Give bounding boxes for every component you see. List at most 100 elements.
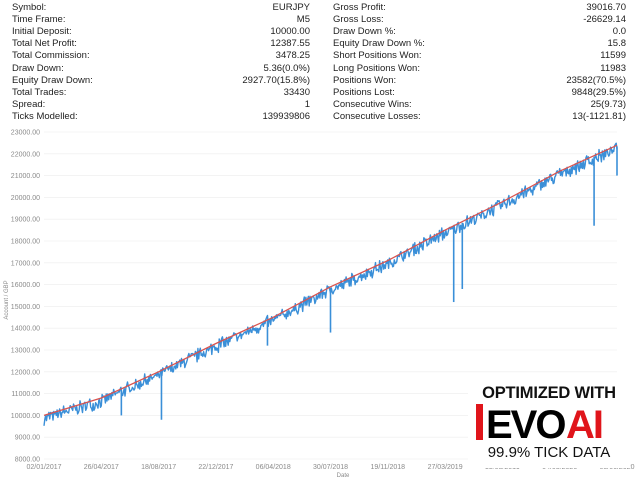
x-tick-label: 19/11/2018 <box>371 464 406 471</box>
stat-row: Initial Deposit: 10000.00 <box>12 26 310 37</box>
report-stats: Symbol: EURJPY Time Frame: M5 Initial Deposi… <box>0 0 640 122</box>
stat-row: Gross Loss: -26629.14 <box>333 14 626 25</box>
stat-row: Equity Draw Down %: 15.8 <box>333 38 626 49</box>
stat-label: Consecutive Losses: <box>333 110 421 122</box>
stat-row: Draw Down: 5.36(0.0%) <box>12 63 310 74</box>
stat-row: Spread: 1 <box>12 99 310 110</box>
x-tick-label: 06/04/2018 <box>256 464 291 471</box>
y-tick-label: 9000.00 <box>15 435 40 442</box>
stat-row: Total Trades: 33430 <box>12 87 310 98</box>
stat-value: 13(-1121.81) <box>572 110 626 122</box>
stat-label: Total Commission: <box>12 50 90 62</box>
y-tick-label: 11000.00 <box>11 391 40 398</box>
x-tick-label: 26/04/2017 <box>84 464 119 471</box>
stat-value: 9848(29.5%) <box>571 86 626 98</box>
stat-value: 1 <box>304 98 310 110</box>
y-axis-title: Account / GBP <box>4 280 10 319</box>
y-tick-label: 12000.00 <box>11 369 40 376</box>
stat-label: Long Positions Won: <box>333 62 420 74</box>
stat-row: Time Frame: M5 <box>12 14 310 25</box>
y-tick-label: 17000.00 <box>11 260 40 267</box>
y-tick-label: 21000.00 <box>11 173 40 180</box>
stat-label: Short Positions Won: <box>333 50 422 62</box>
stat-row: Total Net Profit: 12387.55 <box>12 38 310 49</box>
stat-value: 23582(70.5%) <box>566 74 626 86</box>
x-tick-label: 30/07/2018 <box>313 464 348 471</box>
stat-value: 10000.00 <box>270 26 310 38</box>
stat-value: 39016.70 <box>586 2 626 13</box>
stat-value: 11599 <box>600 50 626 62</box>
badge-tick-data-text: 99.9% TICK DATA <box>487 444 611 461</box>
stat-row: Short Positions Won: 11599 <box>333 50 626 61</box>
y-tick-label: 20000.00 <box>11 195 40 202</box>
logo-ai-text: AI <box>566 403 602 440</box>
stat-label: Total Net Profit: <box>12 38 77 50</box>
stat-label: Total Trades: <box>12 86 67 98</box>
stat-row: Long Positions Won: 11983 <box>333 63 626 74</box>
stat-value: 33430 <box>283 86 310 98</box>
stat-label: Equity Draw Down %: <box>333 38 425 50</box>
stat-label: Positions Won: <box>333 74 397 86</box>
stat-value: 12387.55 <box>270 38 310 50</box>
y-tick-label: 18000.00 <box>11 239 40 246</box>
stat-row: Consecutive Losses: 13(-1121.81) <box>333 111 626 122</box>
equity-series <box>43 142 618 426</box>
x-tick-label: 02/01/2017 <box>26 464 61 471</box>
stat-row: Draw Down %: 0.0 <box>333 26 626 37</box>
stat-label: Gross Loss: <box>333 14 384 26</box>
stat-label: Gross Profit: <box>333 2 386 13</box>
evoai-badge: OPTIMIZED WITH EVO AI 99.9% TICK DATA <box>468 384 630 468</box>
stat-value: 11983 <box>600 62 626 74</box>
stat-value: 5.36(0.0%) <box>263 62 310 74</box>
stat-label: Consecutive Wins: <box>333 98 412 110</box>
x-tick-label: 18/08/2017 <box>141 464 176 471</box>
balance-series <box>43 144 618 417</box>
y-tick-label: 13000.00 <box>11 348 40 355</box>
stat-value: -26629.14 <box>583 14 626 26</box>
x-tick-label: 27/03/2019 <box>428 464 463 471</box>
y-tick-label: 16000.00 <box>11 282 40 289</box>
stat-label: Time Frame: <box>12 14 66 26</box>
stat-label: Symbol: <box>12 2 47 13</box>
stat-value: M5 <box>296 14 310 26</box>
stat-label: Positions Lost: <box>333 86 395 98</box>
stat-value: EURJPY <box>272 2 310 13</box>
y-tick-label: 22000.00 <box>11 151 40 158</box>
y-tick-label: 19000.00 <box>11 217 40 224</box>
logo-evo-text: EVO <box>486 403 565 440</box>
equity-balance-chart: 8000.00 9000.00 10000.00 11000.00 12000.00 13… <box>4 130 635 480</box>
stat-row: Positions Won: 23582(70.5%) <box>333 75 626 86</box>
stat-row: Gross Profit: 39016.70 <box>333 2 626 13</box>
y-axis: 8000.00 9000.00 10000.00 11000.00 12000.00 13… <box>11 130 40 464</box>
stat-value: 15.8 <box>607 38 627 50</box>
stat-value: 139939806 <box>262 110 310 122</box>
stat-label: Draw Down: <box>12 62 64 74</box>
stat-label: Initial Deposit: <box>12 26 72 38</box>
y-tick-label: 10000.00 <box>11 413 40 420</box>
stat-value: 2927.70(15.8%) <box>242 74 310 86</box>
evoai-logo: EVO AI <box>476 403 604 440</box>
y-tick-label: 8000.00 <box>15 457 40 464</box>
stat-row: Ticks Modelled: 139939806 <box>12 111 310 122</box>
stat-row: Symbol: EURJPY <box>12 2 310 13</box>
y-tick-label: 14000.00 <box>11 326 40 333</box>
stat-value: 3478.25 <box>275 50 310 62</box>
x-tick-label: 22/12/2017 <box>198 464 233 471</box>
logo-red-bar <box>476 404 483 440</box>
stat-row: Equity Draw Down: 2927.70(15.8%) <box>12 75 310 86</box>
stat-row: Total Commission: 3478.25 <box>12 50 310 61</box>
stat-label: Draw Down %: <box>333 26 396 38</box>
stat-label: Ticks Modelled: <box>12 110 78 122</box>
stat-row: Consecutive Wins: 25(9.73) <box>333 99 626 110</box>
chart-grid <box>44 131 617 460</box>
stat-label: Equity Draw Down: <box>12 74 93 86</box>
stat-value: 25(9.73) <box>590 98 626 110</box>
stat-label: Spread: <box>12 98 46 110</box>
stat-row: Positions Lost: 9848(29.5%) <box>333 87 626 98</box>
balance-line <box>43 144 618 417</box>
x-axis-title: Date <box>337 473 350 479</box>
stat-value: 0.0 <box>612 26 626 38</box>
y-tick-label: 23000.00 <box>11 130 40 137</box>
badge-optimized-text: OPTIMIZED WITH <box>482 384 616 402</box>
y-tick-label: 15000.00 <box>11 304 40 311</box>
